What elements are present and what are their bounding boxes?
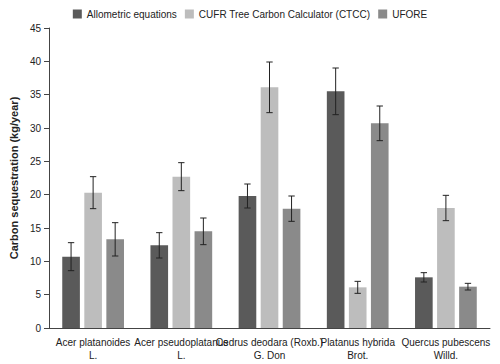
svg-text:0: 0 — [35, 323, 41, 334]
svg-text:10: 10 — [30, 256, 42, 267]
svg-text:35: 35 — [30, 89, 42, 100]
svg-text:5: 5 — [35, 289, 41, 300]
svg-text:Acer pseudoplatanus: Acer pseudoplatanus — [134, 337, 228, 348]
svg-text:15: 15 — [30, 223, 42, 234]
svg-text:25: 25 — [30, 156, 42, 167]
svg-text:CUFR Tree Carbon Calculator (C: CUFR Tree Carbon Calculator (CTCC) — [199, 9, 370, 20]
svg-text:45: 45 — [30, 23, 42, 34]
svg-text:UFORE: UFORE — [392, 9, 427, 20]
svg-text:Quercus pubescens: Quercus pubescens — [401, 337, 490, 348]
svg-text:Acer platanoides: Acer platanoides — [56, 337, 131, 348]
svg-text:Carbon sequestration (kg/year): Carbon sequestration (kg/year) — [8, 96, 20, 259]
svg-text:30: 30 — [30, 123, 42, 134]
svg-text:L.: L. — [89, 350, 97, 361]
svg-text:Cedrus deodara (Roxb.): Cedrus deodara (Roxb.) — [216, 337, 323, 348]
svg-text:L.: L. — [177, 350, 185, 361]
svg-text:G. Don: G. Don — [254, 350, 286, 361]
svg-text:Brot.: Brot. — [347, 350, 368, 361]
svg-text:Allometric equations: Allometric equations — [87, 9, 177, 20]
svg-text:Willd.: Willd. — [434, 350, 458, 361]
svg-text:20: 20 — [30, 189, 42, 200]
svg-text:40: 40 — [30, 56, 42, 67]
svg-text:Platanus hybrida: Platanus hybrida — [320, 337, 395, 348]
